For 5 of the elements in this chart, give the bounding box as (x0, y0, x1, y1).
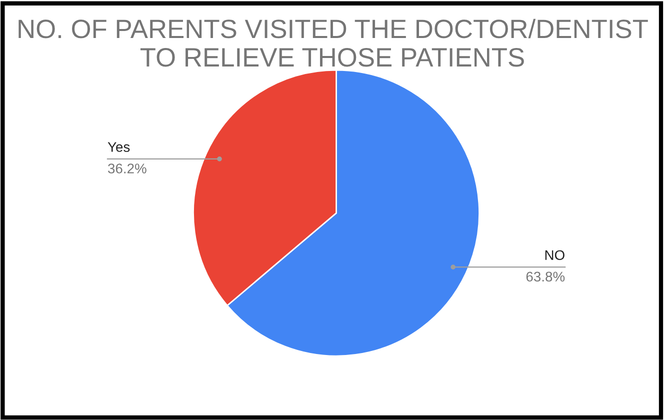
data-label: 63.8% (526, 272, 565, 282)
slice-label: Yes (108, 142, 130, 152)
slice-label: NO (545, 250, 564, 260)
chart-title: NO. OF PARENTS VISITED THE DOCTOR/DENTIST TO RELIEVE THOSE PATIENTS (18, 18, 648, 67)
data-label: 36.2% (108, 164, 146, 174)
